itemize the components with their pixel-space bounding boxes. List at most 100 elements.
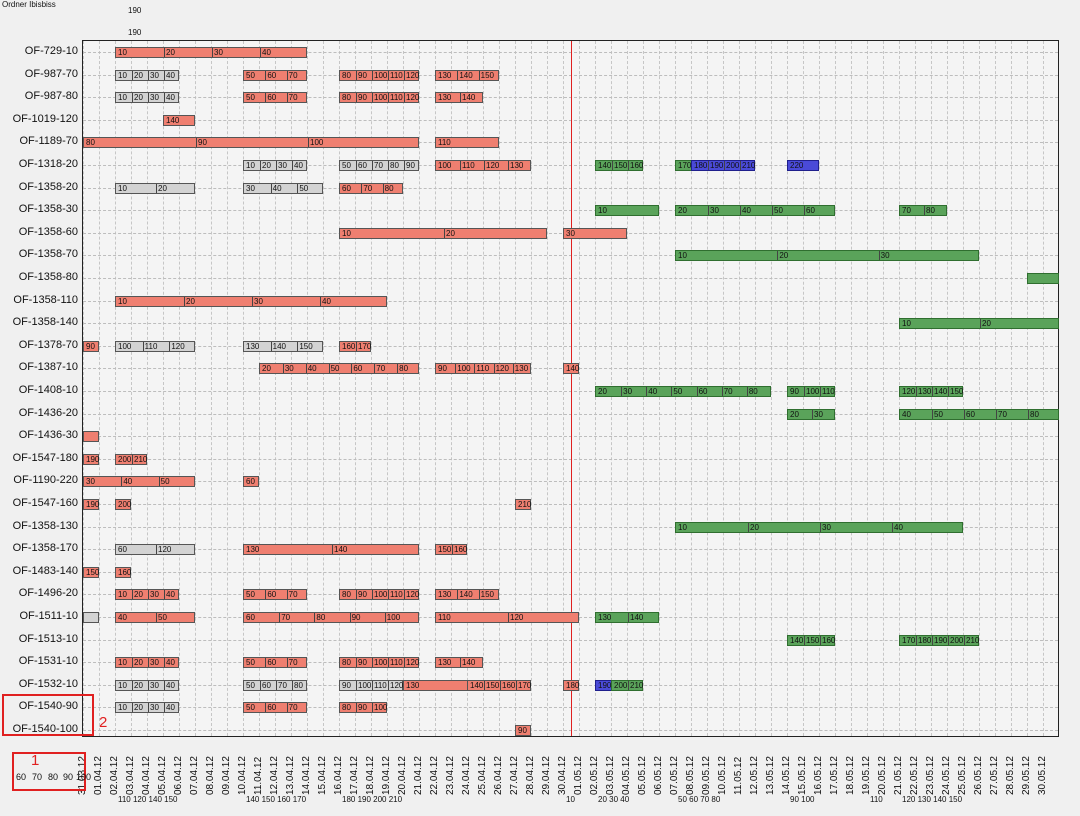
task-bar[interactable]: 130 140 150 — [243, 340, 323, 352]
task-bar[interactable]: 10 20 30 40 — [115, 679, 179, 691]
task-bar[interactable]: 10 20 — [115, 182, 195, 194]
task-bar[interactable]: 30 — [563, 227, 627, 239]
task-bar[interactable] — [83, 431, 99, 443]
row-label[interactable]: OF-1358-60 — [18, 225, 78, 238]
task-bar[interactable]: 60 — [243, 476, 259, 488]
task-bar[interactable]: 10 20 30 40 — [115, 69, 179, 81]
task-bar[interactable]: 60 70 80 90 100 — [243, 612, 419, 623]
task-bar[interactable]: 160 — [115, 566, 131, 578]
row-label[interactable]: OF-1358-80 — [18, 271, 78, 283]
task-bar[interactable]: 80 90 100 110 120 — [339, 657, 419, 669]
row-label[interactable]: OF-1358-20 — [18, 180, 78, 193]
task-bar[interactable]: 200 — [115, 499, 131, 510]
task-bar[interactable]: 130 140 — [435, 657, 483, 669]
task-bar[interactable]: 130 140 — [435, 92, 483, 104]
task-bar[interactable]: 80 90 100 — [339, 702, 387, 714]
task-bar[interactable]: 90 100 110 — [787, 386, 835, 397]
task-bar[interactable]: 140 — [563, 363, 579, 375]
task-bar[interactable]: 80 90 100 110 120 — [339, 92, 419, 104]
row-label[interactable]: OF-1511-10 — [19, 610, 79, 622]
task-bar[interactable]: 150 — [83, 566, 99, 578]
row-label[interactable]: OF-1547-160 — [12, 497, 78, 509]
task-bar[interactable]: 10 20 30 40 — [115, 702, 179, 714]
task-bar[interactable]: 110 — [435, 137, 499, 149]
task-bar[interactable]: 210 — [515, 499, 531, 510]
task-bar[interactable]: 40 50 60 70 80 — [899, 408, 1059, 420]
task-bar[interactable]: 10 20 30 40 — [675, 521, 963, 533]
task-bar[interactable]: 180 — [563, 679, 579, 691]
task-bar[interactable]: 30 40 50 — [243, 182, 323, 194]
task-bar[interactable]: 20 30 — [787, 408, 835, 420]
row-label[interactable]: OF-1189-70 — [19, 135, 79, 148]
task-bar[interactable]: 30 40 50 — [83, 476, 195, 488]
task-bar[interactable]: 10 20 30 — [675, 250, 979, 262]
task-bar[interactable]: 10 20 — [899, 318, 1059, 330]
task-bar[interactable]: 130 140 — [243, 544, 419, 556]
task-bar[interactable]: 50 60 70 80 — [243, 679, 307, 691]
task-bar[interactable]: 120 130 140 150 — [899, 386, 963, 397]
row-label[interactable]: OF-1358-140 — [12, 316, 78, 329]
task-bar[interactable]: 40 50 — [115, 612, 195, 623]
task-bar[interactable]: 50 60 70 — [243, 69, 307, 81]
task-bar[interactable]: 10 20 30 40 — [243, 160, 307, 171]
row-label[interactable]: OF-1531-10 — [18, 655, 78, 668]
task-bar[interactable]: 180 190 200 210 — [691, 160, 755, 171]
row-label[interactable]: OF-1540-90 — [18, 700, 78, 713]
task-bar[interactable] — [83, 612, 99, 623]
task-bar[interactable]: 80 90 100 110 120 — [339, 69, 419, 81]
row-label[interactable]: OF-1540-100 — [12, 723, 78, 735]
gantt-chart-area[interactable]: 10 20 30 40 10 20 30 40 50 60 70 80 90 100 110 120 130 14… — [82, 40, 1059, 737]
task-bar[interactable]: 10 — [595, 205, 659, 217]
task-bar[interactable]: 140 150 160 — [595, 160, 643, 171]
task-bar[interactable]: 200 210 — [115, 453, 147, 465]
task-bar[interactable]: 10 20 30 40 — [115, 295, 387, 307]
task-bar[interactable]: 20 30 40 50 60 70 80 — [259, 363, 419, 375]
row-label[interactable]: OF-1513-10 — [18, 632, 78, 645]
row-label[interactable]: OF-1496-20 — [18, 587, 78, 600]
task-bar[interactable]: 100 110 120 — [115, 340, 195, 352]
row-label[interactable]: OF-1532-10 — [18, 677, 78, 690]
row-label[interactable]: OF-1483-140 — [12, 564, 78, 577]
task-bar[interactable]: 140 150 160 — [787, 634, 835, 646]
task-bar[interactable]: 80 90 100 110 120 — [339, 589, 419, 601]
task-bar[interactable] — [1027, 273, 1059, 284]
row-label[interactable]: OF-987-70 — [24, 67, 78, 80]
task-bar[interactable]: 90 100 110 120 — [339, 679, 403, 691]
task-bar[interactable]: 90 100 110 120 130 — [435, 363, 531, 375]
task-bar[interactable]: 10 20 30 40 — [115, 47, 307, 58]
row-label[interactable]: OF-1358-170 — [12, 542, 78, 555]
task-bar[interactable]: 60 120 — [115, 544, 195, 556]
row-label[interactable]: OF-1318-20 — [18, 158, 78, 170]
row-label[interactable]: OF-1436-20 — [18, 406, 78, 419]
task-bar[interactable]: 50 60 70 — [243, 92, 307, 104]
task-bar[interactable]: 200 210 — [611, 679, 643, 691]
task-bar[interactable]: 140 150 160 170 — [467, 679, 531, 691]
task-bar[interactable]: 50 60 70 — [243, 657, 307, 669]
task-bar[interactable]: 160 170 — [339, 340, 371, 352]
task-bar[interactable]: 100 110 120 130 — [435, 160, 531, 171]
task-bar[interactable]: 10 20 30 40 — [115, 657, 179, 669]
row-label[interactable]: OF-1358-130 — [12, 519, 78, 532]
task-bar[interactable]: 170 180 190 200 210 — [899, 634, 979, 646]
row-label[interactable]: OF-729-10 — [24, 45, 78, 57]
task-bar[interactable]: 80 90 100 — [83, 137, 419, 149]
task-bar[interactable]: 50 60 70 — [243, 589, 307, 601]
row-label[interactable]: OF-1190-220 — [13, 474, 78, 487]
task-bar[interactable]: 90 — [515, 725, 531, 736]
task-bar[interactable]: 140 — [163, 114, 195, 126]
row-label[interactable]: OF-1358-30 — [18, 203, 78, 216]
task-bar[interactable]: 50 60 70 80 90 — [339, 160, 419, 171]
row-label[interactable]: OF-987-80 — [24, 90, 78, 103]
row-label[interactable]: OF-1358-70 — [18, 248, 78, 261]
task-bar[interactable]: 70 80 — [899, 205, 947, 217]
row-label[interactable]: OF-1358-110 — [13, 293, 78, 306]
task-bar[interactable]: 190 — [83, 499, 99, 510]
row-label[interactable]: OF-1436-30 — [18, 429, 78, 442]
row-label[interactable]: OF-1387-10 — [18, 361, 78, 374]
row-label[interactable]: OF-1019-120 — [12, 112, 78, 125]
task-bar[interactable]: 110 120 — [435, 612, 579, 623]
task-bar[interactable]: 10 20 — [339, 227, 547, 239]
row-label[interactable]: OF-1547-180 — [12, 451, 78, 464]
task-bar[interactable]: 20 30 40 50 60 70 80 — [595, 386, 771, 397]
task-bar[interactable]: 10 20 30 40 — [115, 92, 179, 104]
